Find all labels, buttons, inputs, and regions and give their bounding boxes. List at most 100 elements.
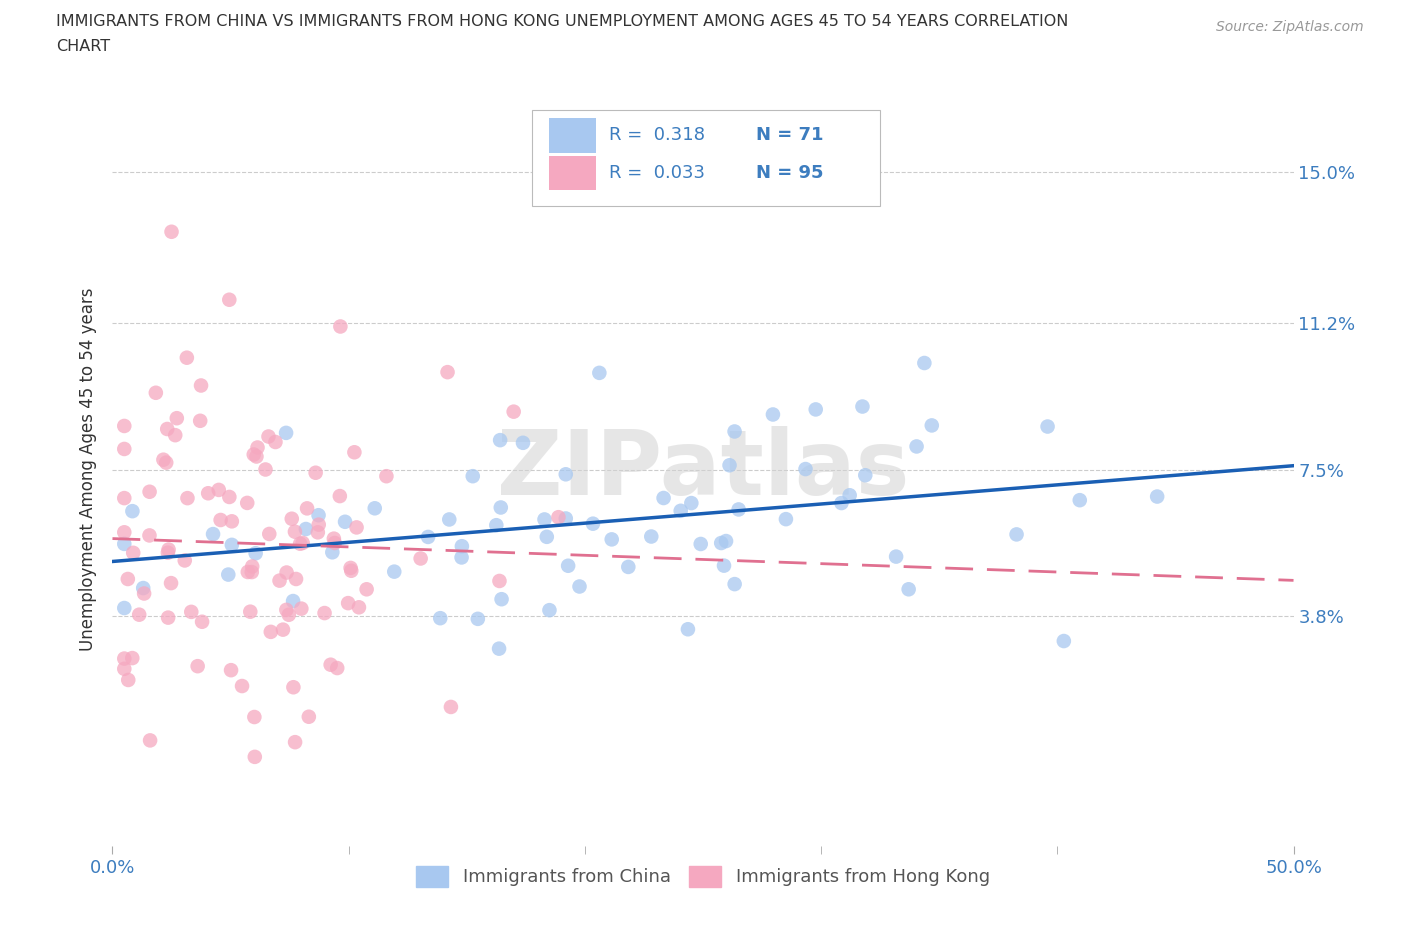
- Point: [450, 550, 472, 565]
- Point: [112, 418, 135, 433]
- Point: [467, 611, 489, 626]
- Point: [160, 576, 183, 591]
- Point: [557, 558, 579, 573]
- Point: [440, 699, 463, 714]
- Point: [681, 496, 703, 511]
- Point: [314, 605, 336, 620]
- Point: [762, 407, 785, 422]
- Point: [165, 428, 187, 443]
- Text: Source: ZipAtlas.com: Source: ZipAtlas.com: [1216, 20, 1364, 34]
- Point: [718, 458, 741, 472]
- Point: [281, 593, 304, 608]
- Point: [254, 462, 277, 477]
- Point: [547, 510, 569, 525]
- Point: [295, 501, 318, 516]
- Point: [243, 710, 266, 724]
- Point: [242, 447, 264, 462]
- Point: [257, 429, 280, 444]
- Point: [308, 517, 330, 532]
- Point: [375, 469, 398, 484]
- Point: [281, 512, 304, 526]
- Point: [288, 537, 311, 551]
- Point: [347, 600, 370, 615]
- Point: [112, 601, 135, 616]
- Point: [582, 516, 605, 531]
- Point: [838, 488, 860, 503]
- Point: [340, 564, 363, 578]
- Point: [259, 526, 281, 541]
- Point: [1005, 527, 1028, 542]
- Point: [451, 538, 474, 553]
- Point: [339, 561, 361, 576]
- Point: [536, 529, 558, 544]
- Point: [727, 502, 749, 517]
- Point: [236, 565, 259, 579]
- Point: [283, 680, 305, 695]
- Point: [319, 658, 342, 672]
- Point: [176, 351, 198, 365]
- Point: [276, 565, 298, 580]
- Point: [246, 440, 269, 455]
- Point: [112, 491, 135, 506]
- Point: [160, 224, 183, 239]
- Text: R =  0.318: R = 0.318: [609, 126, 704, 144]
- Point: [600, 532, 623, 547]
- Point: [166, 411, 188, 426]
- Point: [640, 529, 662, 544]
- Point: [485, 518, 508, 533]
- Point: [112, 661, 135, 676]
- Point: [489, 500, 512, 515]
- Point: [231, 679, 253, 694]
- Point: [180, 604, 202, 619]
- Text: N = 71: N = 71: [756, 126, 824, 144]
- Point: [145, 385, 167, 400]
- Point: [221, 514, 243, 529]
- Point: [724, 577, 747, 591]
- Point: [134, 586, 156, 601]
- Point: [157, 610, 180, 625]
- Point: [461, 469, 484, 484]
- Text: N = 95: N = 95: [756, 164, 824, 182]
- Point: [157, 542, 180, 557]
- Point: [156, 545, 179, 560]
- Point: [221, 538, 243, 552]
- Point: [502, 405, 524, 419]
- Point: [295, 522, 318, 537]
- Point: [794, 461, 817, 476]
- Point: [236, 496, 259, 511]
- Point: [191, 615, 214, 630]
- Point: [851, 399, 873, 414]
- Point: [329, 319, 352, 334]
- Point: [291, 536, 314, 551]
- Text: ZIPatlas: ZIPatlas: [496, 426, 910, 513]
- Point: [218, 489, 240, 504]
- Point: [436, 365, 458, 379]
- Point: [912, 355, 935, 370]
- Point: [202, 526, 225, 541]
- Point: [921, 418, 943, 432]
- Point: [277, 607, 299, 622]
- Point: [416, 529, 439, 544]
- Point: [139, 733, 162, 748]
- Point: [689, 537, 711, 551]
- Point: [285, 572, 308, 587]
- Point: [240, 559, 263, 574]
- Point: [271, 622, 294, 637]
- Point: [155, 455, 177, 470]
- Point: [489, 432, 512, 447]
- Point: [276, 603, 298, 618]
- Point: [240, 565, 263, 579]
- Point: [617, 560, 640, 575]
- Point: [190, 379, 212, 393]
- Point: [208, 483, 231, 498]
- Point: [364, 501, 387, 516]
- Point: [714, 534, 737, 549]
- Point: [156, 421, 179, 436]
- Point: [245, 449, 267, 464]
- Point: [382, 565, 405, 579]
- Point: [554, 512, 576, 526]
- Point: [1069, 493, 1091, 508]
- Point: [710, 536, 733, 551]
- Point: [884, 549, 907, 564]
- Point: [337, 596, 360, 611]
